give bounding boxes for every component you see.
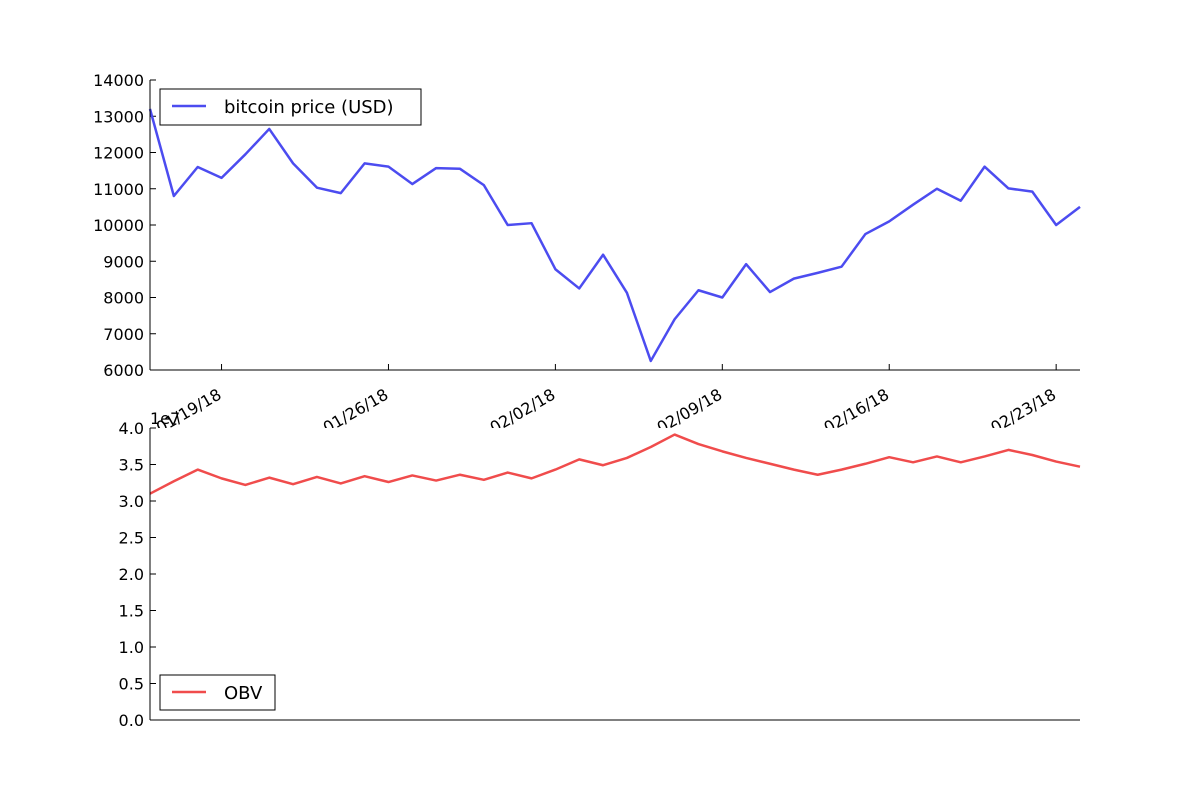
- price-y-tick-label: 9000: [103, 252, 144, 271]
- obv-y-tick-label: 2.0: [119, 565, 144, 584]
- obv-y-tick-label: 1.5: [119, 602, 144, 621]
- price-series-line: [148, 108, 1081, 363]
- obv-series-line: [149, 433, 1081, 495]
- price-legend: bitcoin price (USD): [159, 88, 422, 126]
- obv-legend-label: OBV: [224, 683, 263, 704]
- price-y-tick-label: 10000: [93, 216, 144, 235]
- obv-axis-ticks: 0.0 0.5 1.0 1.5 2.0 2.5 3.0 3.5 4.0: [119, 419, 156, 730]
- price-plot-area: [150, 80, 1080, 370]
- obv-y-tick-label: 4.0: [119, 419, 144, 438]
- price-y-tick-label: 12000: [93, 144, 144, 163]
- price-panel: 6000 7000 8000 9000 10000 11000 12000 13000 1400…: [93, 71, 1081, 437]
- obv-legend: OBV: [159, 674, 276, 711]
- obv-plot-area: [150, 428, 1080, 720]
- obv-y-tick-label: 1.0: [119, 638, 144, 657]
- obv-y-tick-label: 0.5: [119, 675, 144, 694]
- price-y-tick-label: 8000: [103, 289, 144, 308]
- obv-y-tick-label: 3.0: [119, 492, 144, 511]
- price-legend-label: bitcoin price (USD): [224, 97, 394, 118]
- price-y-tick-label: 6000: [103, 361, 144, 380]
- obv-y-tick-label: 3.5: [119, 456, 144, 475]
- obv-panel: 0.0 0.5 1.0 1.5 2.0 2.5 3.0 3.5 4.0 1e7 OBV: [119, 409, 1081, 730]
- price-y-tick-label: 7000: [103, 325, 144, 344]
- price-y-tick-label: 11000: [93, 180, 144, 199]
- obv-y-tick-label: 0.0: [119, 711, 144, 730]
- obv-y-offset-label: 1e7: [150, 409, 180, 428]
- price-y-tick-label: 14000: [93, 71, 144, 90]
- price-y-tick-label: 13000: [93, 107, 144, 126]
- obv-y-tick-label: 2.5: [119, 529, 144, 548]
